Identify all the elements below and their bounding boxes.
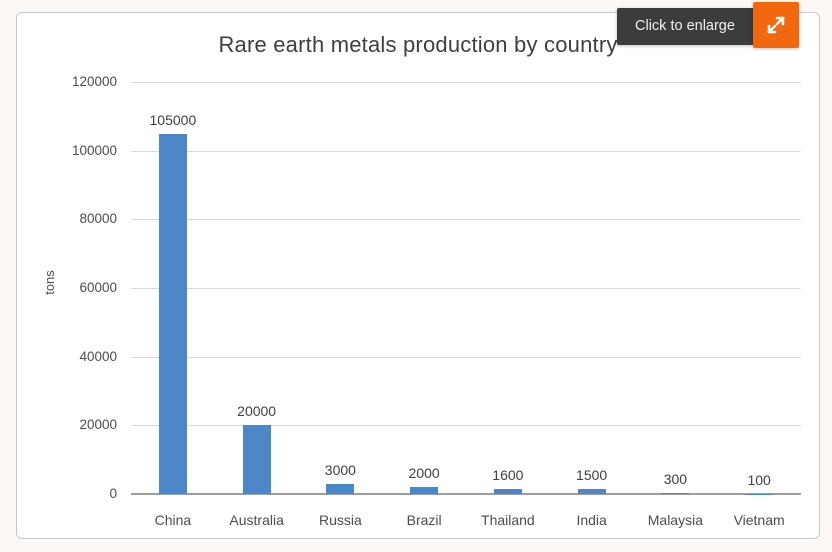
x-axis-line: [131, 493, 801, 495]
enlarge-overlay: Click to enlarge: [617, 2, 799, 48]
chart-title: Rare earth metals production by country: [218, 32, 618, 57]
y-tick-label: 0: [109, 486, 117, 501]
gridline: [131, 82, 801, 83]
x-axis-label: Thailand: [481, 512, 535, 528]
value-label: 300: [663, 470, 688, 487]
value-label: 20000: [237, 403, 277, 420]
y-tick-label: 100000: [71, 142, 117, 158]
y-tick-label: 80000: [79, 211, 117, 227]
bar-china: [158, 133, 187, 494]
chart-card[interactable]: Rare earth metals production by country …: [16, 12, 820, 539]
y-tick-label: 120000: [71, 74, 117, 89]
bar-malaysia: [661, 492, 690, 494]
bar-india: [577, 488, 606, 494]
value-label: 3000: [324, 461, 356, 478]
gridline: [131, 219, 801, 221]
y-tick-label: 20000: [79, 417, 117, 433]
enlarge-button[interactable]: [752, 2, 799, 48]
gridline: [131, 356, 801, 358]
expand-icon: [764, 13, 788, 37]
plot-area: 105000 China 20000 Australia 3000 Russia 2000 B…: [131, 82, 801, 528]
gridline: [131, 288, 801, 289]
x-axis-label: Vietnam: [733, 512, 785, 528]
x-axis-label: China: [154, 512, 192, 528]
value-label: 2000: [408, 465, 440, 482]
x-axis-label: Malaysia: [647, 512, 703, 528]
gridline: [131, 150, 801, 152]
bar-australia: [242, 425, 271, 494]
x-axis-label: Russia: [318, 512, 362, 528]
value-label: 1500: [576, 466, 608, 483]
x-axis-label: India: [576, 512, 607, 528]
enlarge-tooltip-label: Click to enlarge: [617, 8, 753, 45]
value-label: 105000: [149, 111, 197, 128]
value-label: 100: [747, 471, 771, 488]
y-tick-label: 60000: [79, 280, 117, 295]
x-axis-label: Australia: [229, 512, 284, 528]
bar-russia: [326, 483, 355, 494]
x-axis-label: Brazil: [406, 512, 442, 528]
gridline: [131, 425, 801, 427]
bar-thailand: [493, 488, 522, 494]
bar-brazil: [410, 487, 439, 494]
value-label: 1600: [492, 466, 524, 483]
y-tick-label: 40000: [79, 348, 117, 364]
